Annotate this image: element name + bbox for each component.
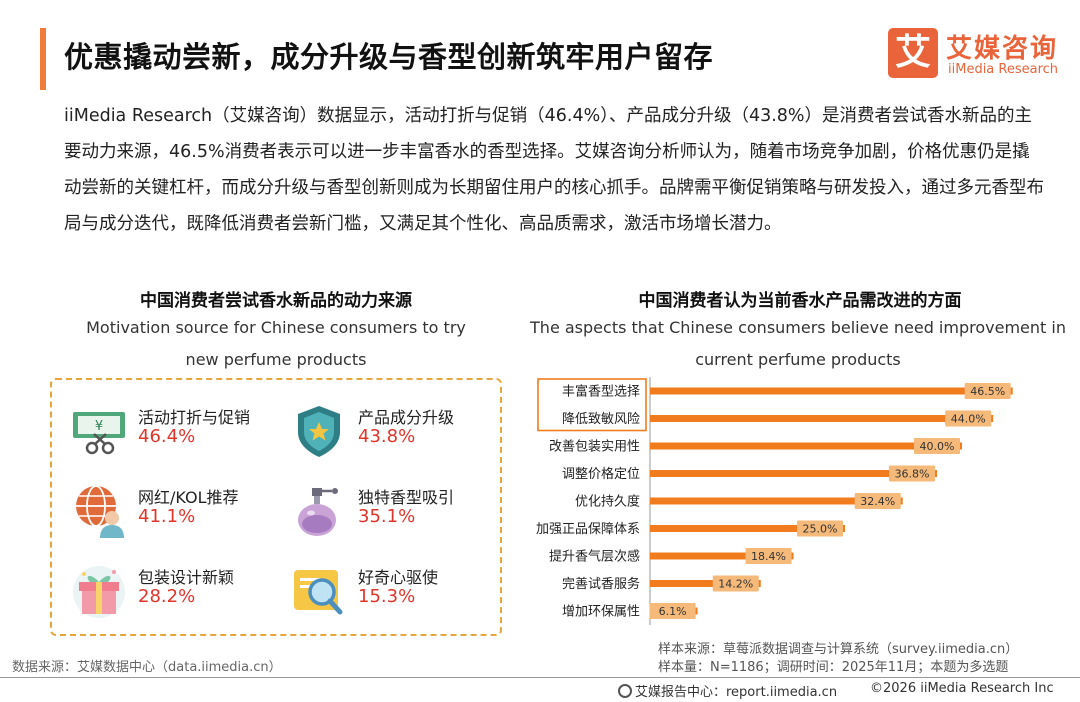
motivation-item: 包装设计新颖 28.2% — [70, 562, 280, 624]
right-chart-subtitle: The aspects that Chinese consumers belie… — [530, 318, 1066, 369]
motivation-label: 好奇心驱使 — [358, 568, 439, 587]
right-chart-title: 中国消费者认为当前香水产品需改进的方面 — [638, 291, 962, 311]
title-accent-bar — [40, 28, 46, 90]
motivation-label: 包装设计新颖 — [138, 568, 235, 587]
globe-icon — [618, 684, 632, 698]
bar — [650, 387, 1013, 395]
motivation-value: 43.8% — [358, 426, 416, 447]
value-label-bg — [649, 603, 696, 619]
footer-copyright: ©2026 iiMedia Research Inc — [870, 681, 1054, 696]
globe-person-icon — [76, 485, 124, 538]
bar — [650, 607, 698, 615]
value-label-bg — [797, 520, 843, 537]
category-label: 改善包装实用性 — [549, 439, 640, 455]
value-label-bg — [945, 410, 992, 427]
motivation-item: 独特香型吸引 35.1% — [290, 482, 500, 544]
bar — [650, 442, 962, 450]
category-label: 加强正品保障体系 — [536, 522, 640, 537]
perfume-bottle-icon — [298, 488, 338, 536]
value-label: 18.4% — [751, 550, 786, 563]
left-chart-subtitle: Motivation source for Chinese consumers … — [86, 318, 466, 369]
logo-text-en: iiMedia Research — [948, 62, 1059, 77]
bar — [650, 552, 794, 560]
footer-report-center: 艾媒报告中心：report.iimedia.cn — [618, 681, 837, 700]
bar — [650, 580, 761, 587]
footer-left-text: 艾媒报告中心：report.iimedia.cn — [635, 685, 838, 700]
iimedia-logo: 艾 艾媒咨询 iiMedia Research — [888, 26, 1060, 82]
bar — [650, 525, 845, 532]
page-title: 优惠撬动尝新，成分升级与香型创新筑牢用户留存 — [64, 40, 714, 74]
value-label-bg — [914, 438, 960, 454]
logo-text-cn: 艾媒咨询 — [946, 34, 1059, 64]
value-label: 14.2% — [718, 578, 753, 591]
value-label-bg — [889, 465, 936, 482]
svg-text:¥: ¥ — [95, 419, 103, 434]
motivation-value: 28.2% — [138, 586, 196, 607]
category-label: 丰富香型选择 — [562, 384, 640, 400]
gift-box-icon — [73, 566, 125, 618]
motivation-panel: ¥ 活动打折与促销 46.4% 产品成分升级 43.8% 网红/KOL推荐 — [50, 378, 502, 636]
sample-size-note: 样本量：N=1186；调研时间：2025年11月；本题为多选题 — [658, 660, 1009, 675]
motivation-item: 好奇心驱使 15.3% — [290, 562, 500, 624]
footer-divider — [0, 677, 1080, 678]
value-label-bg — [712, 575, 759, 592]
motivation-value: 35.1% — [358, 506, 416, 527]
value-label: 36.8% — [895, 468, 930, 481]
motivation-item: 网红/KOL推荐 41.1% — [70, 482, 280, 544]
motivation-value: 15.3% — [358, 586, 416, 607]
discount-coupon-icon: ¥ — [73, 412, 125, 455]
bar — [650, 470, 938, 477]
value-label-bg — [964, 383, 1011, 399]
category-label: 优化持久度 — [575, 494, 640, 510]
category-label: 降低致敏风险 — [562, 412, 640, 427]
motivation-item: 产品成分升级 43.8% — [290, 402, 500, 464]
value-label-bg — [745, 548, 792, 564]
motivation-item: ¥ 活动打折与促销 46.4% — [70, 402, 280, 464]
motivation-label: 产品成分升级 — [358, 408, 455, 427]
value-label: 46.5% — [970, 385, 1005, 398]
left-chart-title: 中国消费者尝试香水新品的动力来源 — [140, 291, 412, 311]
highlight-box — [537, 378, 647, 432]
bar — [650, 497, 903, 505]
value-label: 6.1% — [659, 605, 687, 618]
motivation-value: 41.1% — [138, 506, 196, 527]
logo-mark: 艾 — [888, 28, 938, 78]
motivation-value: 46.4% — [138, 426, 196, 447]
motivation-label: 独特香型吸引 — [358, 488, 455, 507]
motivation-label: 活动打折与促销 — [138, 408, 251, 427]
shield-star-icon — [298, 406, 340, 457]
category-label: 提升香气层次感 — [549, 549, 640, 565]
category-label: 完善试香服务 — [562, 576, 640, 592]
summary-paragraph: iiMedia Research（艾媒咨询）数据显示，活动打折与促销（46.4%… — [64, 106, 1044, 234]
motivation-label: 网红/KOL推荐 — [138, 488, 239, 507]
value-label: 32.4% — [860, 495, 895, 508]
bar — [650, 415, 994, 422]
value-label-bg — [854, 493, 901, 509]
magnifier-icon — [294, 570, 343, 615]
value-label: 25.0% — [803, 523, 838, 536]
data-source-left: 数据来源：艾媒数据中心（data.iimedia.cn） — [12, 660, 282, 675]
category-label: 调整价格定位 — [562, 466, 640, 482]
sample-source: 样本来源：草莓派数据调查与计算系统（survey.iimedia.cn） — [658, 642, 1019, 657]
category-label: 增加环保属性 — [562, 605, 640, 620]
value-label: 40.0% — [920, 440, 955, 453]
value-label: 44.0% — [951, 413, 986, 426]
